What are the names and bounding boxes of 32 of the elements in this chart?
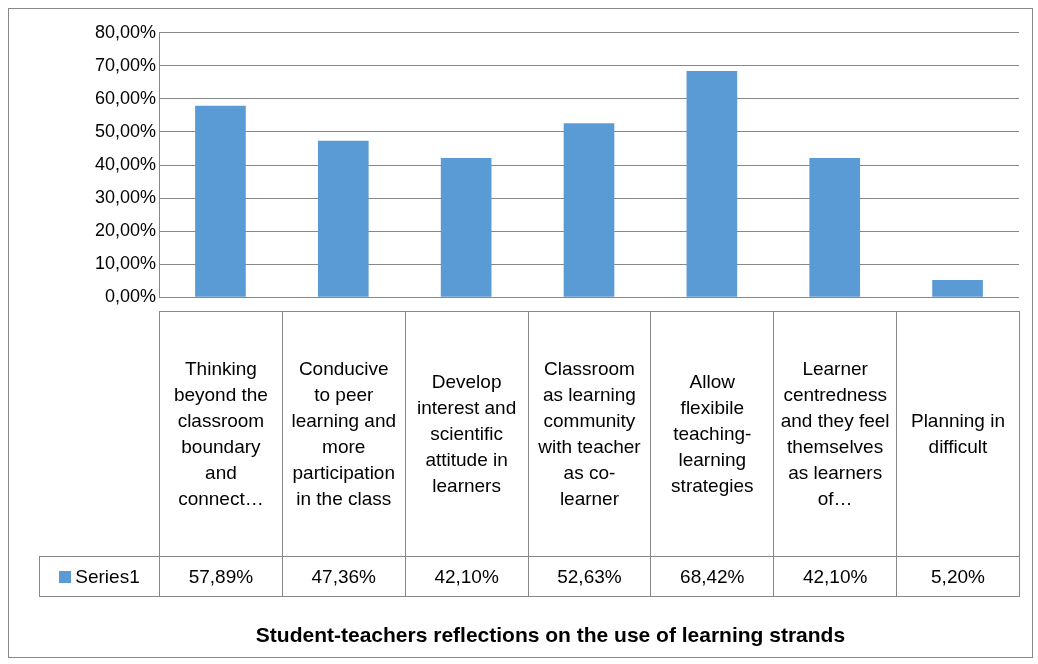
bar <box>809 158 861 297</box>
y-tick-label: 60,00% <box>94 87 156 108</box>
y-tick-label: 40,00% <box>94 153 156 174</box>
x-tick-label: Planning in difficult <box>896 311 1020 557</box>
bar <box>686 71 738 297</box>
x-tick-label: Develop interest and scientific attitude in learners <box>405 311 529 557</box>
data-label: 42,10% <box>405 556 529 597</box>
data-label: 5,20% <box>896 556 1020 597</box>
x-tick-label: Conducive to peer learning and more participation in the class <box>282 311 406 557</box>
legend-label: Series1 <box>39 556 160 597</box>
bar <box>932 280 983 297</box>
y-tick-label: 0,00% <box>104 286 156 307</box>
data-label: 57,89% <box>159 556 283 597</box>
x-tick-label: Classroom as learning community with teacher as co-learner <box>528 311 651 557</box>
text: Student-teachers reflections on the use of learning strands <box>254 623 847 647</box>
y-tick-label: 30,00% <box>94 187 156 208</box>
data-label: 68,42% <box>650 556 774 597</box>
x-tick-label: Allow flexibile teaching-learning strategies <box>650 311 774 557</box>
bar <box>195 105 246 297</box>
bar <box>440 158 492 297</box>
x-tick-label: Learner centredness and they feel themselves as learners of… <box>773 311 897 557</box>
data-label: 52,63% <box>528 556 651 597</box>
x-tick-label: Thinking beyond the classroom boundary and connect… <box>159 311 283 557</box>
bar <box>317 140 369 297</box>
bar <box>563 123 615 297</box>
y-tick-label: 50,00% <box>94 120 156 141</box>
y-tick-label: 80,00% <box>94 21 156 42</box>
data-label: 47,36% <box>282 556 406 597</box>
y-tick-label: 20,00% <box>94 220 156 241</box>
y-tick-label: 70,00% <box>94 54 156 75</box>
data-label: 42,10% <box>773 556 897 597</box>
y-tick-label: 10,00% <box>94 253 156 274</box>
